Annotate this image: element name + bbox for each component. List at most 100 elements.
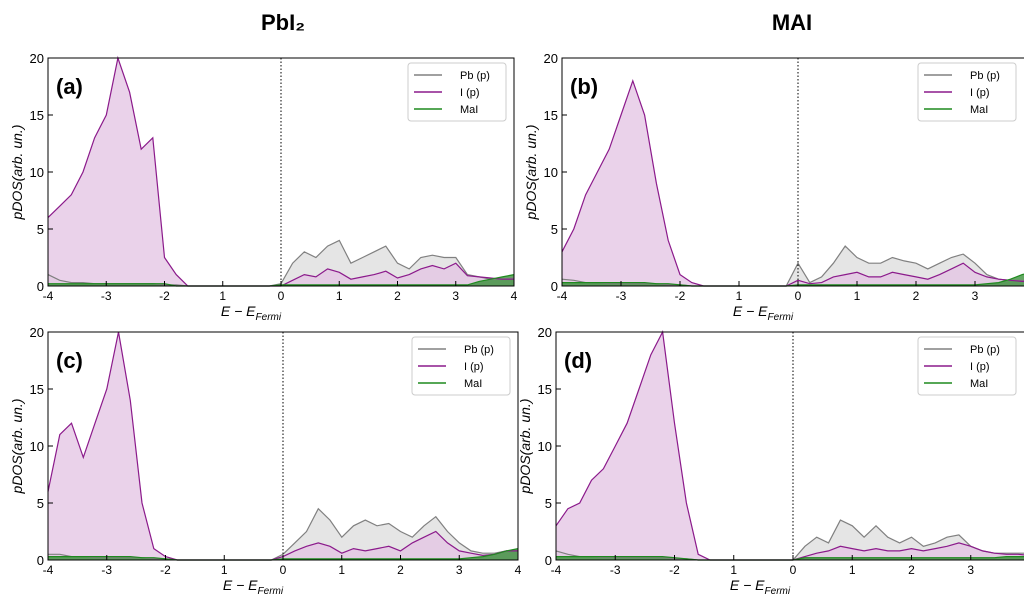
x-tick-label: 0: [790, 563, 797, 577]
x-tick-label: -3: [101, 563, 112, 577]
y-tick-label: 20: [30, 51, 44, 66]
x-tick-label: -2: [159, 289, 170, 303]
x-tick-label: 0: [280, 563, 287, 577]
x-tick-label: -3: [101, 289, 112, 303]
x-axis-label-sub: Fermi: [765, 586, 791, 595]
y-tick-label: 20: [538, 325, 552, 340]
y-axis-label: pDOS(arb. un.): [9, 125, 25, 221]
x-tick-label: 1: [338, 563, 345, 577]
x-tick-label: 3: [967, 563, 974, 577]
y-tick-label: 10: [538, 439, 552, 454]
x-axis-label: E − EFermi: [221, 303, 282, 323]
legend-label: Pb (p): [460, 70, 490, 82]
y-tick-label: 5: [37, 222, 44, 237]
x-tick-label: 0: [278, 289, 285, 303]
x-tick-label: -4: [43, 289, 54, 303]
x-tick-label: 1: [336, 289, 343, 303]
y-tick-label: 5: [37, 496, 44, 511]
x-axis-label-main: E − E: [223, 577, 258, 593]
series-area: [48, 332, 518, 560]
series-area: [48, 274, 514, 286]
x-tick-label: -2: [675, 289, 686, 303]
series-area: [48, 240, 514, 286]
x-tick-label: -3: [610, 563, 621, 577]
x-axis-label-main: E − E: [730, 577, 765, 593]
x-tick-label: 1: [854, 289, 861, 303]
x-tick-label: 2: [397, 563, 404, 577]
x-tick-label: 1: [849, 563, 856, 577]
legend-label: Pb (p): [464, 344, 494, 356]
series-line: [561, 78, 1024, 287]
x-tick-label: -4: [43, 563, 54, 577]
y-tick-label: 5: [545, 496, 552, 511]
legend-box: [917, 336, 1017, 396]
legend-label: I (p): [970, 361, 990, 373]
x-tick-label: 3: [972, 289, 979, 303]
x-tick-label: 1: [219, 289, 226, 303]
x-axis-label: E − EFermi: [730, 577, 791, 595]
series-area: [556, 332, 1024, 560]
x-tick-label: 1: [730, 563, 737, 577]
legend-box: [407, 62, 507, 122]
series-area: [48, 58, 514, 286]
y-tick-label: 20: [30, 325, 44, 340]
x-tick-label: -2: [669, 563, 680, 577]
x-axis-label-main: E − E: [221, 303, 256, 319]
y-tick-label: 0: [551, 279, 558, 294]
y-tick-label: 5: [551, 222, 558, 237]
x-tick-label: 4: [511, 289, 518, 303]
legend-label: MaI: [464, 378, 482, 390]
x-axis-label: E − EFermi: [223, 577, 284, 595]
panel-label: (c): [56, 348, 83, 373]
legend-label: I (p): [970, 87, 990, 99]
x-tick-label: -4: [551, 563, 562, 577]
legend-label: MaI: [970, 104, 988, 116]
y-tick-label: 10: [544, 165, 558, 180]
legend-label: MaI: [970, 378, 988, 390]
x-axis-label-sub: Fermi: [256, 312, 282, 323]
x-tick-label: 1: [736, 289, 743, 303]
x-tick-label: -4: [557, 289, 568, 303]
x-axis-label-main: E − E: [733, 303, 768, 319]
y-axis-label: pDOS(arb. un.): [9, 399, 25, 495]
x-tick-label: 2: [394, 289, 401, 303]
panel-label: (b): [570, 74, 598, 99]
y-tick-label: 10: [30, 439, 44, 454]
series-line: [561, 245, 1024, 287]
y-tick-label: 20: [544, 51, 558, 66]
x-axis-label-sub: Fermi: [258, 586, 284, 595]
legend-box: [917, 62, 1017, 122]
y-tick-label: 0: [37, 279, 44, 294]
y-tick-label: 0: [37, 553, 44, 568]
series-area: [48, 548, 518, 560]
y-tick-label: 15: [538, 382, 552, 397]
column-title: PbI₂: [261, 10, 305, 35]
legend-box: [411, 336, 511, 396]
series-area: [48, 508, 518, 560]
series-area: [562, 80, 1024, 286]
y-tick-label: 10: [30, 165, 44, 180]
series-line: [48, 507, 518, 561]
x-tick-label: -3: [616, 289, 627, 303]
x-tick-label: 0: [795, 289, 802, 303]
y-tick-label: 0: [545, 553, 552, 568]
legend-label: MaI: [460, 104, 478, 116]
panel-label: (a): [56, 74, 83, 99]
panel-label: (d): [564, 348, 592, 373]
x-tick-label: 1: [221, 563, 228, 577]
legend-label: Pb (p): [970, 70, 1000, 82]
legend-label: I (p): [464, 361, 484, 373]
x-tick-label: 4: [515, 563, 522, 577]
y-tick-label: 15: [30, 108, 44, 123]
y-axis-label: pDOS(arb. un.): [523, 125, 539, 221]
x-tick-label: -2: [160, 563, 171, 577]
x-axis-label: E − EFermi: [733, 303, 794, 323]
legend-label: Pb (p): [970, 344, 1000, 356]
y-axis-label: pDOS(arb. un.): [517, 399, 533, 495]
y-tick-label: 15: [30, 382, 44, 397]
